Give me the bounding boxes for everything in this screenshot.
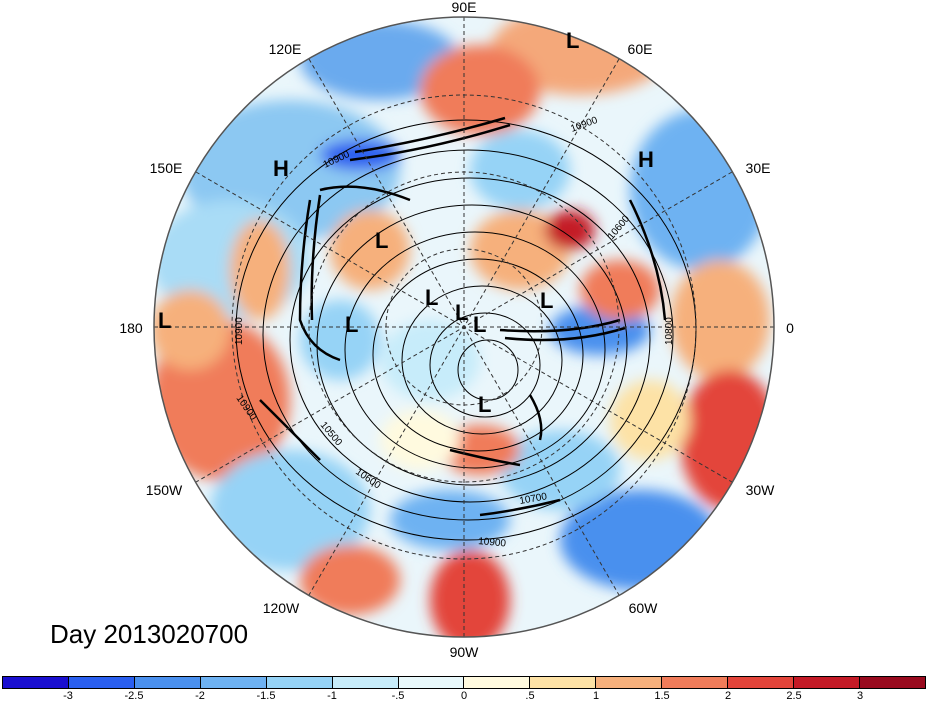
colorbar-tick-label: -1.5: [256, 690, 276, 702]
colorbar-segment: [530, 677, 597, 688]
graticule: [154, 17, 774, 637]
colorbar-segment: [266, 677, 333, 688]
colorbar-tick-label: 1: [592, 690, 600, 702]
lon-label: 30E: [746, 160, 771, 176]
center-marker: L: [158, 308, 171, 333]
lon-label: 120W: [263, 600, 300, 616]
colorbar-segment: [134, 677, 201, 688]
colorbar-segment: [332, 677, 399, 688]
colorbar-tick-label: 2.5: [786, 690, 802, 702]
colorbar-tick-label: -2: [195, 690, 205, 702]
center-marker: L: [425, 285, 438, 310]
center-marker: L: [345, 312, 358, 337]
contour-label: 10700: [519, 491, 549, 507]
colorbar-tick-label: 3: [856, 690, 864, 702]
colorbar-tick-label: -.5: [391, 690, 405, 702]
lon-label: 120E: [269, 41, 302, 57]
colorbar-tick-label: 2: [724, 690, 732, 702]
lon-label: 30W: [746, 482, 776, 498]
contour-label: 10900: [234, 317, 245, 345]
lon-label: 60E: [628, 41, 653, 57]
colorbar-tick-label: .5: [525, 690, 535, 702]
lon-label: 150E: [150, 160, 183, 176]
lon-label: 150W: [146, 482, 183, 498]
colorbar-segment: [398, 677, 465, 688]
colorbar-segment: [3, 677, 69, 688]
pressure-centers: L L H H L L L L L L L: [158, 28, 654, 417]
lon-label: 60W: [629, 600, 659, 616]
colorbar: [2, 676, 926, 689]
colorbar-tick-label: -3: [63, 690, 73, 702]
contour-label: 10800: [664, 317, 675, 345]
colorbar-segment: [200, 677, 267, 688]
map-border: [153, 16, 775, 638]
colorbar-tick-label: 0: [460, 690, 468, 702]
center-marker: L: [540, 288, 553, 313]
colorbar-segment: [68, 677, 135, 688]
day-label: Day 2013020700: [50, 619, 249, 649]
lon-label: 90W: [450, 644, 480, 660]
colorbar-tick-label: 1.5: [654, 690, 670, 702]
longitude-labels: 90E 60E 30E 0 30W 60W 90W 120W 150W 180 …: [119, 0, 794, 660]
center-marker: L: [455, 300, 468, 325]
colorbar-segment: [596, 677, 663, 688]
center-marker: L: [566, 28, 579, 53]
center-marker: L: [473, 312, 486, 337]
colorbar-segment: [662, 677, 729, 688]
center-marker: L: [478, 392, 491, 417]
height-contours: [235, 119, 697, 541]
colorbar-segment: [464, 677, 531, 688]
colorbar-tick-label: -2.5: [124, 690, 144, 702]
jet-contours: [259, 116, 667, 517]
lon-label: 0: [786, 320, 794, 336]
colorbar-segment: [859, 677, 925, 688]
lon-label: 180: [119, 320, 143, 336]
center-marker: H: [638, 147, 654, 172]
contour-label: 10900: [478, 536, 507, 549]
polar-map: 90E 60E 30E 0 30W 60W 90W 120W 150W 180 …: [119, 0, 794, 660]
colorbar-ticks: -3 -2.5 -2 -1.5 -1 -.5 0 .5 1 1.5 2 2.5 3: [0, 690, 928, 702]
center-marker: L: [375, 228, 388, 253]
colorbar-tick-label: -1: [327, 690, 337, 702]
colorbar-segment: [728, 677, 795, 688]
center-marker: H: [273, 156, 289, 181]
lon-label: 90E: [452, 0, 477, 15]
colorbar-segment: [794, 677, 860, 688]
